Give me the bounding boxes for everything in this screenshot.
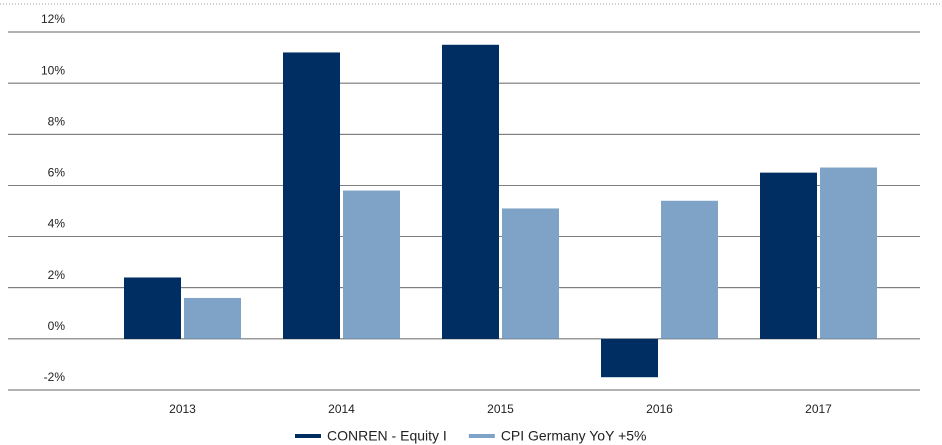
x-tick-label: 2016 xyxy=(646,402,673,416)
y-tick-label: 10% xyxy=(41,63,65,77)
legend-label: CONREN - Equity I xyxy=(327,428,447,444)
y-tick-label: 2% xyxy=(48,268,66,282)
y-tick-label: 12% xyxy=(41,12,65,26)
y-tick-label: 8% xyxy=(48,114,66,128)
y-tick-label: 0% xyxy=(48,319,66,333)
x-tick-label: 2015 xyxy=(487,402,514,416)
bar xyxy=(760,172,817,339)
x-tick-label: 2017 xyxy=(805,402,832,416)
bar xyxy=(442,44,499,339)
bar xyxy=(124,277,181,339)
y-tick-label: 6% xyxy=(48,166,66,180)
bar xyxy=(283,52,340,339)
bar xyxy=(502,208,559,339)
bar xyxy=(661,200,718,339)
bar xyxy=(601,338,658,378)
bar xyxy=(184,297,241,339)
bar xyxy=(343,190,400,339)
x-tick-label: 2013 xyxy=(169,402,196,416)
x-tick-label: 2014 xyxy=(328,402,355,416)
bar xyxy=(820,167,877,339)
y-tick-label: 4% xyxy=(48,217,66,231)
legend-label: CPI Germany YoY +5% xyxy=(501,428,647,444)
y-tick-label: -2% xyxy=(44,370,66,384)
